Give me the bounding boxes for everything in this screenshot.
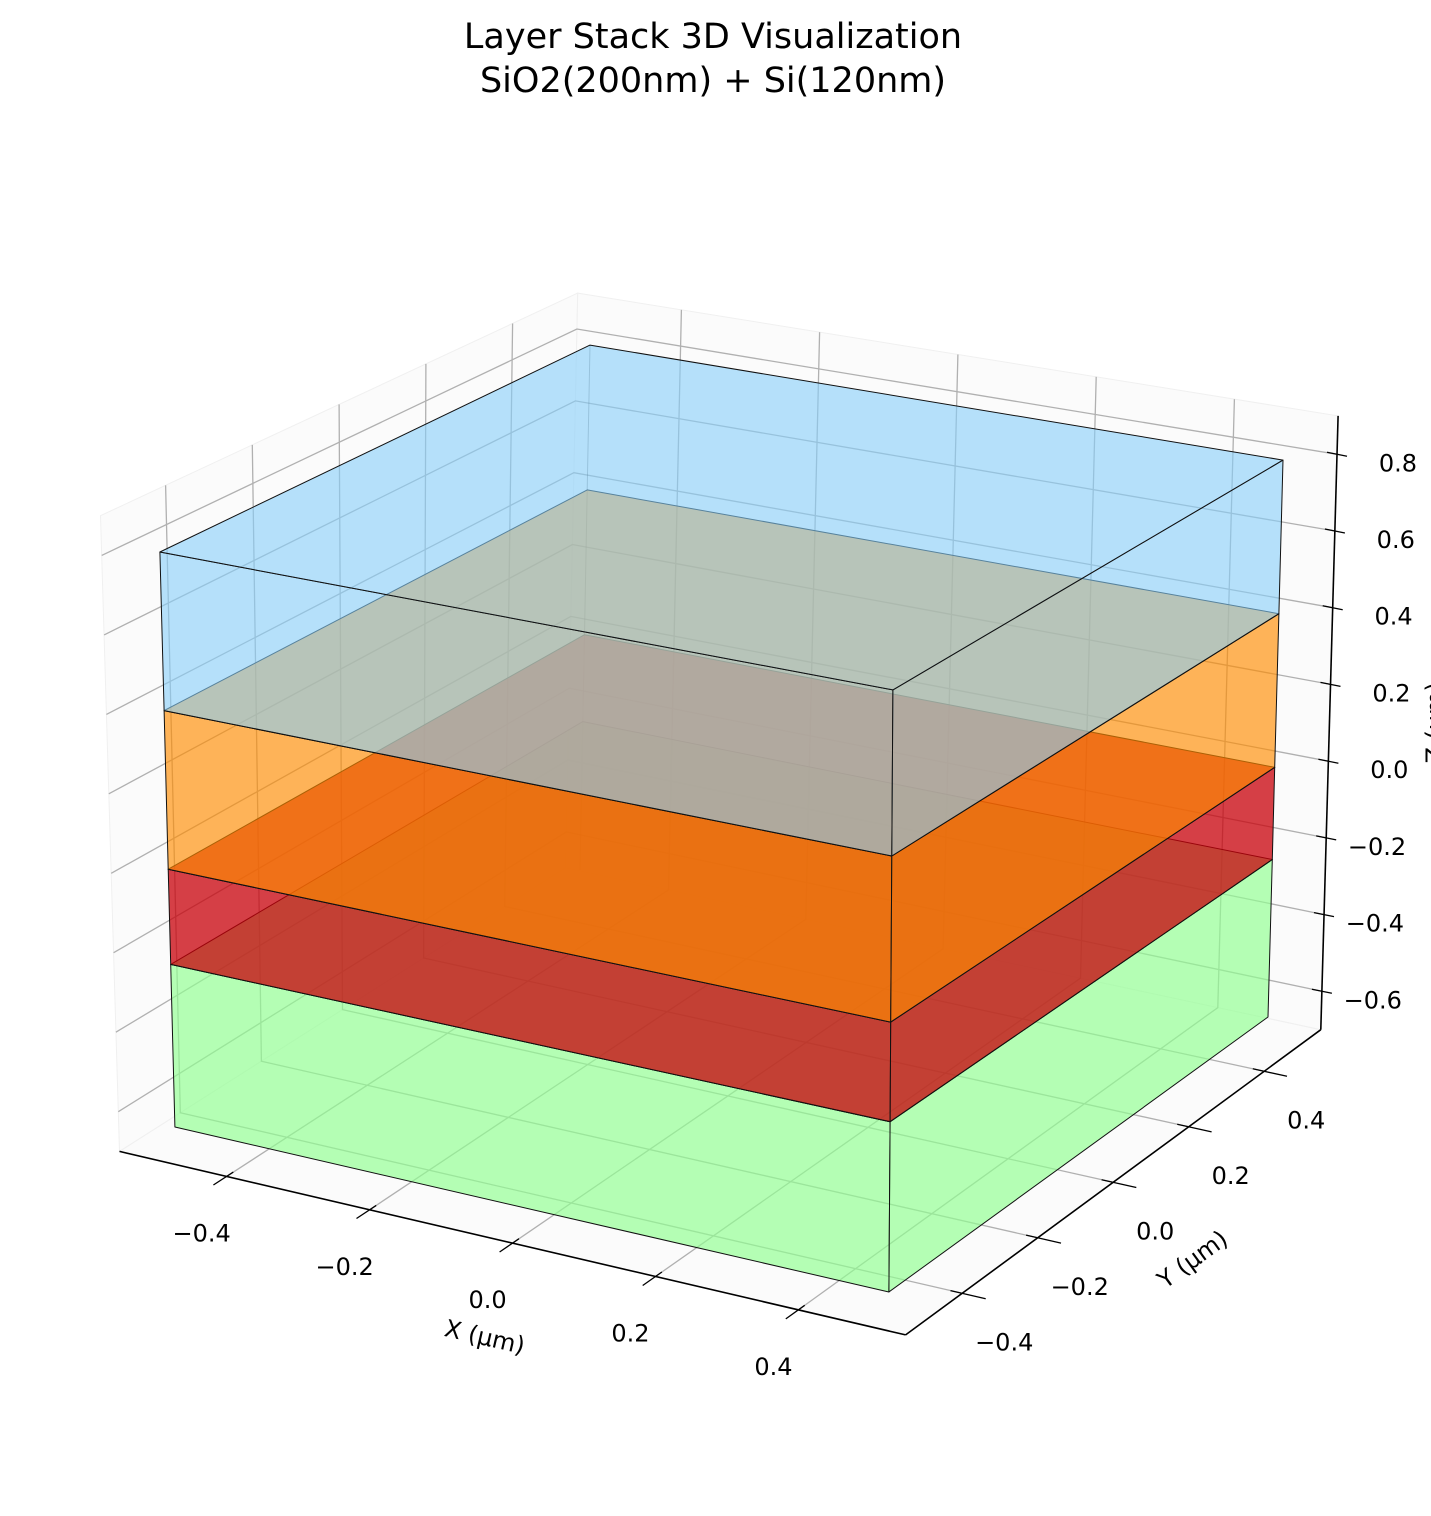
y-tick bbox=[950, 1289, 986, 1300]
y-tick-label: −0.2 bbox=[1051, 1273, 1109, 1301]
z-tick-label: 0.8 bbox=[1379, 449, 1417, 477]
y-tick bbox=[1101, 1179, 1137, 1189]
z-tick-label: −0.4 bbox=[1346, 910, 1404, 938]
layer-top-face bbox=[159, 344, 1284, 691]
x-tick-label: 0.0 bbox=[468, 1286, 506, 1314]
z-axis-line bbox=[1320, 415, 1339, 1030]
y-tick bbox=[1252, 1068, 1288, 1077]
y-tick bbox=[1025, 1234, 1062, 1244]
z-tick-label: −0.6 bbox=[1344, 986, 1402, 1014]
x-tick bbox=[356, 1204, 377, 1220]
x-tick bbox=[642, 1271, 663, 1287]
y-tick bbox=[1177, 1123, 1212, 1133]
y-axis-line bbox=[905, 1029, 1322, 1336]
z-tick-label: 0.2 bbox=[1372, 679, 1410, 707]
x-tick-label: 0.2 bbox=[611, 1320, 649, 1348]
chart-title: Layer Stack 3D Visualization bbox=[464, 17, 962, 57]
x-axis-label: X (μm) bbox=[442, 1314, 528, 1360]
x-tick bbox=[213, 1171, 234, 1186]
x-tick bbox=[785, 1304, 806, 1320]
y-tick-label: −0.4 bbox=[975, 1328, 1033, 1356]
z-tick-label: −0.2 bbox=[1348, 833, 1406, 861]
grid-line bbox=[101, 328, 1338, 556]
x-axis-line bbox=[119, 1150, 906, 1336]
z-axis-label: Z (μm) bbox=[1421, 682, 1431, 763]
z-tick-label: 0.6 bbox=[1377, 526, 1415, 554]
x-tick-label: 0.4 bbox=[754, 1353, 792, 1381]
y-tick-label: 0.4 bbox=[1287, 1106, 1325, 1134]
y-tick-label: 0.0 bbox=[1136, 1217, 1174, 1245]
x-tick-label: −0.4 bbox=[173, 1219, 231, 1247]
chart-subtitle: SiO2(200nm) + Si(120nm) bbox=[480, 61, 946, 101]
x-tick bbox=[499, 1238, 520, 1253]
x-tick-label: −0.2 bbox=[315, 1253, 373, 1281]
y-tick-label: 0.2 bbox=[1212, 1162, 1250, 1190]
z-tick-label: 0.4 bbox=[1375, 603, 1413, 631]
z-tick-label: 0.0 bbox=[1370, 756, 1408, 784]
